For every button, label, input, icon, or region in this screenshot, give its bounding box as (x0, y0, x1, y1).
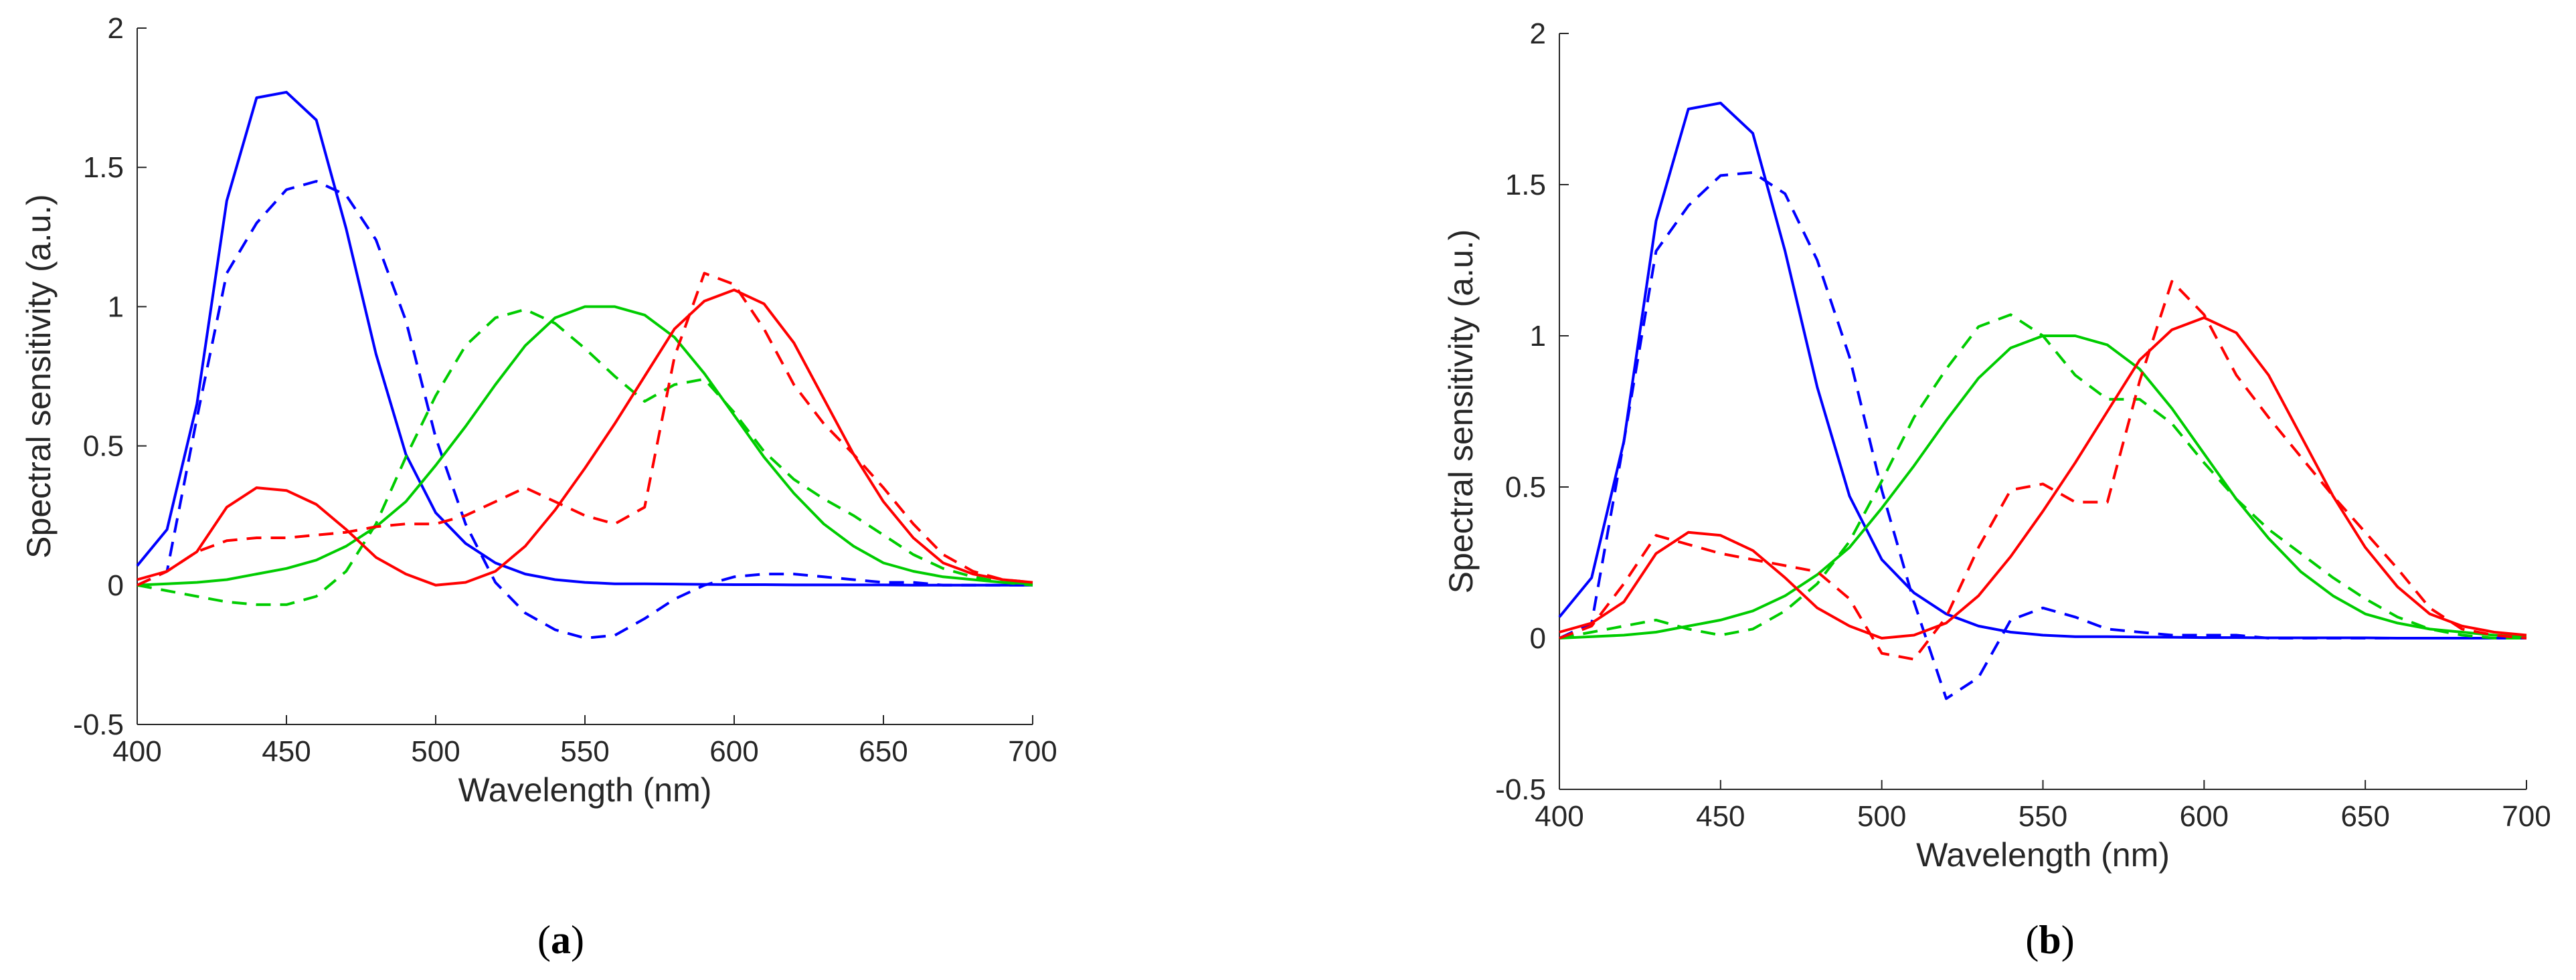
x-axis-label: Wavelength (nm) (1916, 836, 2170, 874)
series-blue-solid-line (1558, 102, 2526, 640)
y-axis-label: Spectral sensitivity (a.u.) (20, 194, 58, 559)
series-green-dashed-line (1559, 313, 2526, 640)
y-tick-label: 1.5 (1505, 169, 1546, 201)
series-blue-dashed-line (1559, 171, 2526, 700)
x-tick-label: 700 (2502, 800, 2551, 833)
y-tick-label: -0.5 (73, 708, 124, 741)
y-tick-label: 2 (1530, 17, 1546, 50)
x-tick-label: 550 (2019, 800, 2067, 833)
x-tick-label: 500 (1857, 800, 1906, 833)
panel-a: 400 450 500 550 600 650 700 -0.5 0 0.5 1 1.5 2 Wavele… (20, 12, 1057, 809)
series-blue-solid-line (136, 90, 1033, 587)
y-tick-label: 1.5 (83, 151, 124, 184)
x-tick-label: 600 (2180, 800, 2229, 833)
y-tick-label: 1 (1530, 320, 1546, 353)
x-tick-label: 400 (112, 735, 161, 768)
x-axis-label: Wavelength (nm) (458, 771, 712, 809)
y-tick-label: -0.5 (1495, 773, 1546, 806)
x-tick-label: 650 (2340, 800, 2389, 833)
x-tick-label: 550 (560, 735, 609, 768)
y-tick-label: 0.5 (1505, 471, 1546, 504)
y-axis-label: Spectral sensitivity (a.u.) (1442, 229, 1480, 594)
y-tick-label: 0 (108, 569, 124, 602)
caption-b: (b) (2025, 918, 2074, 962)
series-green-solid-line (1559, 334, 2527, 640)
x-tick-label: 600 (709, 735, 758, 768)
x-tick-label: 400 (1535, 800, 1583, 833)
panel-b: 400 450 500 550 600 650 700 -0.5 0 0.5 1 1.5 2 Wavele… (1442, 17, 2551, 874)
y-tick-label: 2 (108, 12, 124, 45)
series-red-dashed-line (1559, 280, 2527, 661)
y-tick-label: 0 (1530, 622, 1546, 655)
x-tick-label: 700 (1008, 735, 1057, 768)
x-tick-label: 450 (1696, 800, 1745, 833)
y-tick-label: 0.5 (83, 430, 124, 463)
series-green-dashed-line (137, 308, 1033, 606)
x-tick-label: 500 (411, 735, 460, 768)
series-blue-dashed-line (137, 180, 1033, 640)
x-tick-label: 450 (262, 735, 311, 768)
x-tick-label: 650 (859, 735, 908, 768)
series-red-solid-line (137, 288, 1033, 587)
y-tick-label: 1 (108, 290, 124, 323)
series-red-dashed-line (137, 272, 1033, 587)
series-green-solid-line (137, 305, 1033, 587)
series-red-solid-line (1559, 316, 2527, 640)
caption-a: (a) (537, 918, 584, 962)
